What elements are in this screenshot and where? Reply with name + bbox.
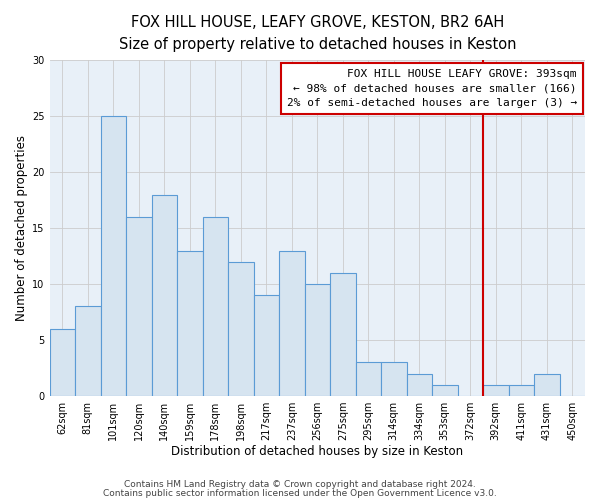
Bar	[177, 250, 203, 396]
Text: Contains HM Land Registry data © Crown copyright and database right 2024.: Contains HM Land Registry data © Crown c…	[124, 480, 476, 489]
Bar	[228, 262, 254, 396]
Bar	[126, 217, 152, 396]
Bar	[534, 374, 560, 396]
Bar	[407, 374, 432, 396]
Bar	[330, 273, 356, 396]
Title: FOX HILL HOUSE, LEAFY GROVE, KESTON, BR2 6AH
Size of property relative to detach: FOX HILL HOUSE, LEAFY GROVE, KESTON, BR2…	[119, 15, 516, 52]
Bar	[509, 385, 534, 396]
X-axis label: Distribution of detached houses by size in Keston: Distribution of detached houses by size …	[171, 444, 463, 458]
Bar	[101, 116, 126, 396]
Text: Contains public sector information licensed under the Open Government Licence v3: Contains public sector information licen…	[103, 489, 497, 498]
Y-axis label: Number of detached properties: Number of detached properties	[15, 135, 28, 321]
Bar	[152, 194, 177, 396]
Bar	[432, 385, 458, 396]
Bar	[279, 250, 305, 396]
Bar	[483, 385, 509, 396]
Bar	[50, 329, 75, 396]
Bar	[254, 296, 279, 396]
Bar	[381, 362, 407, 396]
Text: FOX HILL HOUSE LEAFY GROVE: 393sqm
← 98% of detached houses are smaller (166)
2%: FOX HILL HOUSE LEAFY GROVE: 393sqm ← 98%…	[287, 68, 577, 108]
Bar	[356, 362, 381, 396]
Bar	[75, 306, 101, 396]
Bar	[203, 217, 228, 396]
Bar	[305, 284, 330, 396]
